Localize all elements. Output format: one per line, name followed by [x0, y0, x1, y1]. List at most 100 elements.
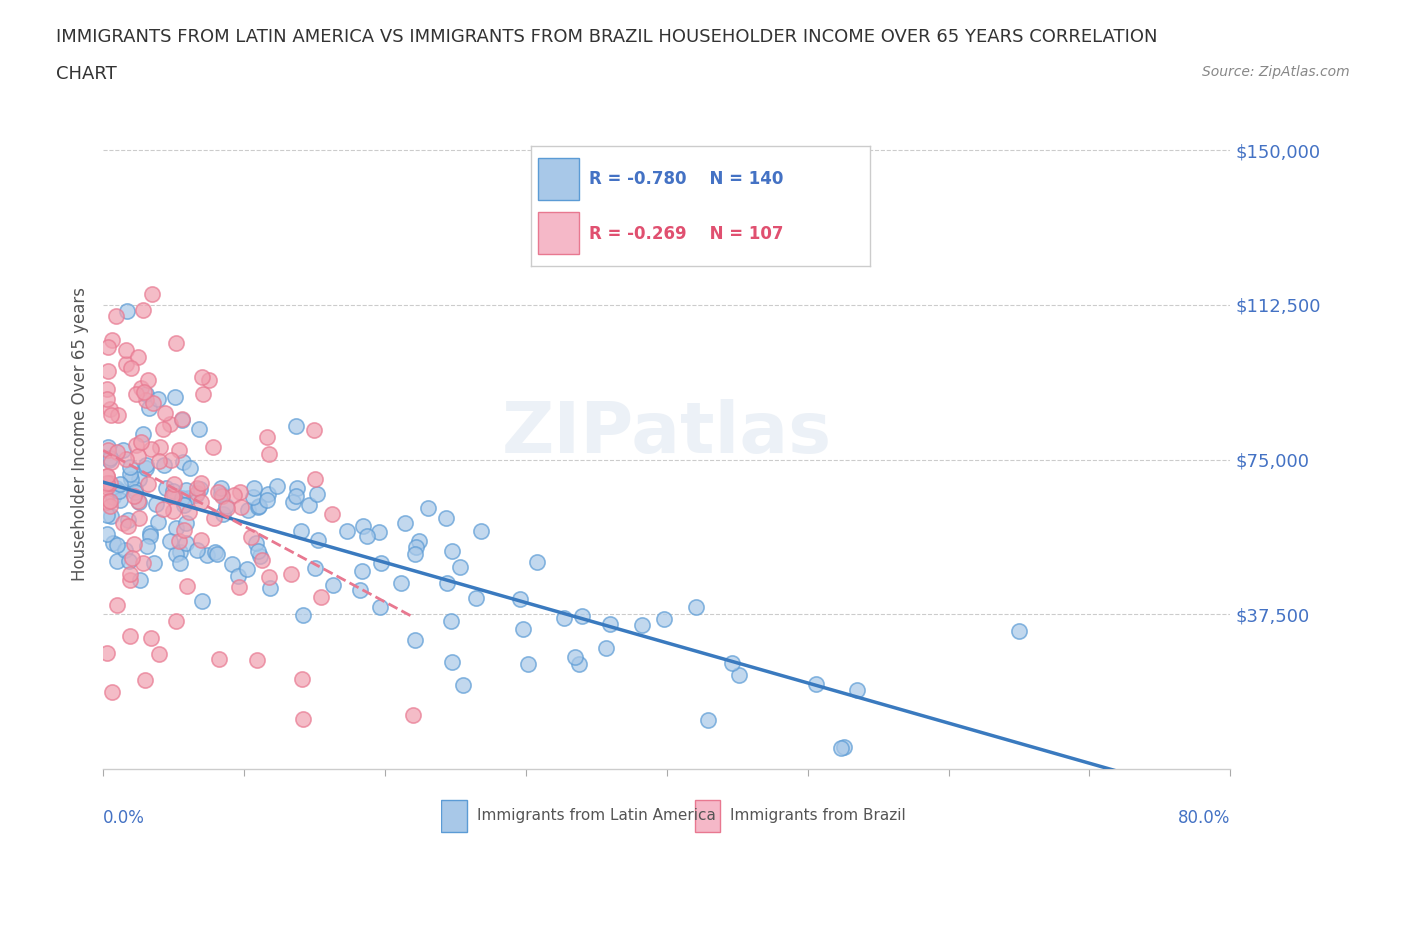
Point	[728, 668, 751, 683]
Point	[221, 556, 243, 571]
Point	[352, 518, 374, 533]
Point	[404, 547, 426, 562]
Point	[292, 607, 315, 622]
Point	[281, 494, 304, 509]
Point	[257, 446, 280, 461]
Point	[832, 739, 855, 754]
Point	[207, 485, 229, 499]
Point	[291, 671, 314, 686]
Text: CHART: CHART	[56, 65, 117, 83]
Point	[155, 481, 177, 496]
Point	[105, 598, 128, 613]
Point	[107, 407, 129, 422]
Point	[252, 552, 274, 567]
Point	[96, 646, 118, 661]
Point	[197, 373, 219, 388]
Point	[204, 545, 226, 560]
Point	[349, 582, 371, 597]
Point	[165, 547, 187, 562]
Point	[129, 573, 152, 588]
Point	[149, 440, 172, 455]
Point	[120, 573, 142, 588]
Point	[179, 461, 201, 476]
Point	[152, 458, 174, 473]
Point	[266, 478, 288, 493]
Point	[118, 467, 141, 482]
Point	[595, 641, 617, 656]
Point	[352, 564, 374, 578]
Point	[163, 488, 186, 503]
Point	[146, 392, 169, 406]
Point	[209, 486, 232, 501]
Point	[131, 380, 153, 395]
Point	[125, 438, 148, 453]
Point	[167, 443, 190, 458]
Point	[287, 480, 309, 495]
Point	[96, 495, 118, 510]
Point	[100, 455, 122, 470]
Point	[169, 544, 191, 559]
Point	[321, 506, 343, 521]
Point	[145, 497, 167, 512]
Point	[440, 614, 463, 629]
Point	[96, 469, 118, 484]
Point	[131, 303, 153, 318]
Point	[97, 453, 120, 468]
Point	[402, 708, 425, 723]
Point	[284, 488, 307, 503]
Point	[830, 741, 852, 756]
Point	[304, 423, 326, 438]
Point	[115, 357, 138, 372]
Point	[165, 390, 187, 405]
Point	[215, 498, 238, 513]
Point	[98, 494, 121, 509]
Point	[112, 516, 135, 531]
Point	[191, 387, 214, 402]
Point	[101, 536, 124, 551]
Point	[245, 536, 267, 551]
Point	[120, 472, 142, 486]
Point	[136, 476, 159, 491]
Point	[257, 486, 280, 501]
Point	[418, 500, 440, 515]
Point	[226, 569, 249, 584]
Point	[307, 532, 329, 547]
Point	[804, 677, 827, 692]
Point	[240, 529, 263, 544]
Point	[280, 566, 302, 581]
Point	[139, 529, 162, 544]
Point	[135, 460, 157, 475]
Point	[170, 411, 193, 426]
Point	[177, 504, 200, 519]
Point	[104, 481, 127, 496]
Point	[135, 386, 157, 401]
Point	[368, 525, 391, 539]
Point	[246, 653, 269, 668]
Point	[186, 542, 208, 557]
Point	[246, 543, 269, 558]
Text: ZIPatlas: ZIPatlas	[502, 399, 832, 469]
Point	[290, 524, 312, 538]
Point	[685, 599, 707, 614]
Point	[96, 382, 118, 397]
Point	[172, 455, 194, 470]
Point	[141, 631, 163, 645]
Point	[195, 548, 218, 563]
Point	[249, 549, 271, 564]
Point	[98, 475, 121, 490]
Point	[173, 523, 195, 538]
Point	[176, 535, 198, 550]
Point	[242, 490, 264, 505]
Point	[165, 613, 187, 628]
Point	[441, 655, 464, 670]
Point	[111, 443, 134, 458]
Point	[186, 481, 208, 496]
Point	[108, 492, 131, 507]
Point	[120, 459, 142, 474]
Point	[127, 448, 149, 463]
Point	[311, 590, 333, 604]
Point	[177, 491, 200, 506]
Point	[98, 498, 121, 513]
Point	[188, 482, 211, 497]
Point	[124, 482, 146, 497]
